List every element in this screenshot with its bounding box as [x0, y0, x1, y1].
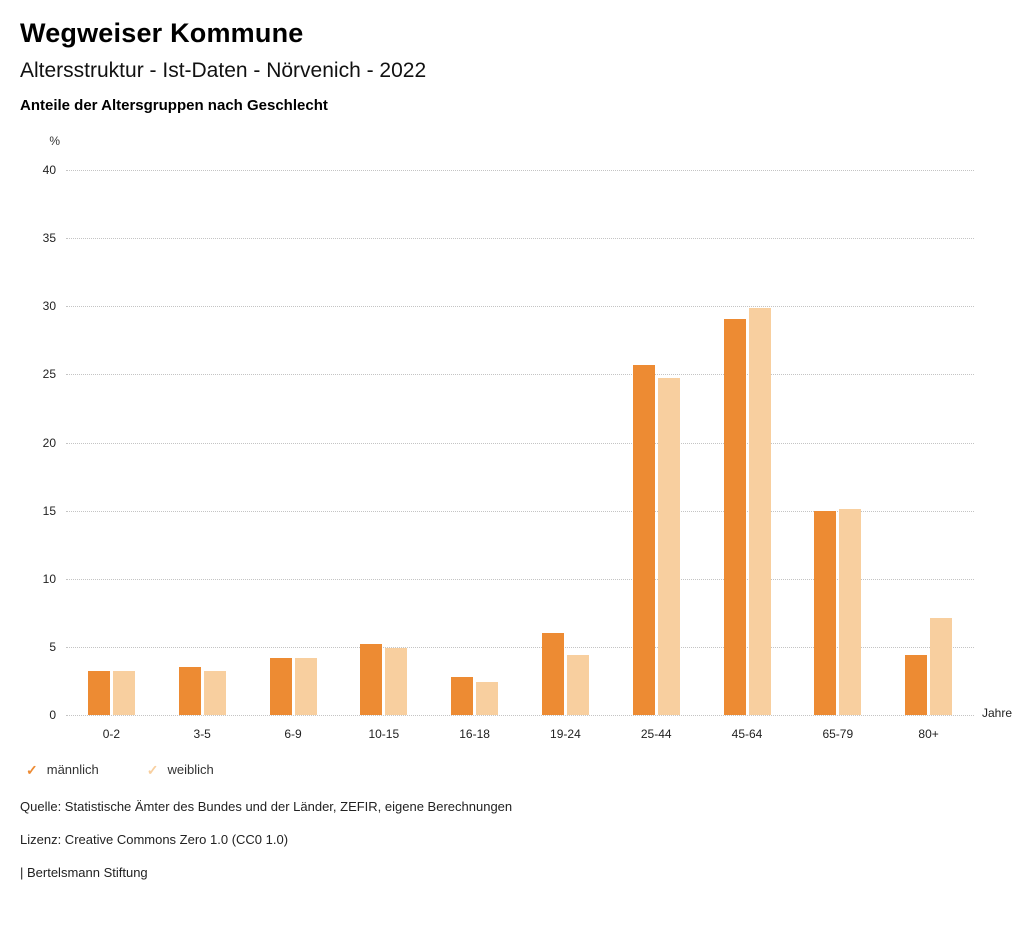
header: Wegweiser Kommune Altersstruktur - Ist-D… — [0, 0, 1024, 114]
bar-männlich-0-2[interactable] — [87, 671, 110, 715]
bar-weiblich-16-18[interactable] — [476, 682, 499, 715]
y-tick-label-25: 25 — [42, 367, 56, 382]
bar-männlich-10-15[interactable] — [360, 644, 383, 715]
bar-weiblich-19-24[interactable] — [566, 655, 589, 715]
bar-weiblich-45-64[interactable] — [748, 307, 771, 715]
y-tick-label-15: 15 — [42, 503, 56, 518]
x-tick-label-0-2: 0-2 — [102, 727, 121, 741]
x-tick-label-80+: 80+ — [918, 727, 939, 741]
bar-weiblich-25-44[interactable] — [657, 378, 680, 715]
chart-legend: ✓ männlich ✓ weiblich — [26, 762, 1024, 777]
gridline-20 — [66, 442, 974, 444]
bar-männlich-6-9[interactable] — [269, 657, 292, 715]
gridline-5 — [66, 646, 974, 648]
brand-title: Wegweiser Kommune — [20, 18, 304, 48]
gridline-25 — [66, 374, 974, 376]
bar-männlich-65-79[interactable] — [814, 510, 837, 715]
x-tick-label-65-79: 65-79 — [822, 727, 854, 741]
bar-weiblich-10-15[interactable] — [385, 648, 408, 715]
gridline-10 — [66, 578, 974, 580]
license-text: Lizenz: Creative Commons Zero 1.0 (CC0 1… — [20, 832, 289, 847]
check-icon: ✓ — [26, 761, 38, 778]
bar-weiblich-80+[interactable] — [930, 618, 953, 715]
legend-label-männlich: männlich — [46, 762, 99, 777]
bar-männlich-3-5[interactable] — [178, 667, 201, 715]
gridline-15 — [66, 510, 974, 512]
gridline-30 — [66, 306, 974, 308]
y-tick-label-0: 0 — [49, 708, 56, 722]
x-tick-label-45-64: 45-64 — [731, 727, 763, 741]
y-tick-label-35: 35 — [42, 231, 56, 246]
x-axis-unit-label: Jahre — [982, 706, 1013, 720]
gridline-40 — [66, 170, 974, 171]
bar-weiblich-65-79[interactable] — [839, 509, 862, 715]
bar-weiblich-6-9[interactable] — [294, 657, 317, 715]
legend-label-weiblich: weiblich — [167, 762, 214, 777]
x-tick-label-3-5: 3-5 — [193, 727, 211, 741]
y-tick-label-30: 30 — [42, 299, 56, 314]
x-tick-label-6-9: 6-9 — [284, 727, 302, 741]
y-tick-label-20: 20 — [42, 435, 56, 450]
y-axis-unit-label: % — [49, 134, 60, 148]
x-tick-label-10-15: 10-15 — [368, 727, 400, 741]
chart-subtitle: Anteile der Altersgruppen nach Geschlech… — [20, 97, 328, 114]
page-title: Altersstruktur - Ist-Daten - Nörvenich -… — [20, 59, 427, 82]
bar-weiblich-3-5[interactable] — [203, 671, 226, 715]
gridline-35 — [66, 238, 974, 240]
x-tick-label-16-18: 16-18 — [459, 727, 490, 741]
bar-männlich-45-64[interactable] — [723, 318, 746, 715]
x-tick-label-19-24: 19-24 — [550, 727, 581, 741]
legend-item-männlich[interactable]: ✓ männlich — [26, 762, 99, 777]
bar-männlich-80+[interactable] — [905, 655, 928, 715]
bar-weiblich-0-2[interactable] — [112, 671, 135, 715]
y-tick-label-40: 40 — [42, 163, 56, 177]
gridline-0 — [66, 715, 974, 716]
bar-männlich-25-44[interactable] — [632, 364, 655, 715]
y-tick-label-10: 10 — [42, 571, 56, 586]
legend-item-weiblich[interactable]: ✓ weiblich — [147, 762, 214, 777]
check-icon: ✓ — [146, 761, 159, 778]
bar-männlich-19-24[interactable] — [541, 633, 564, 715]
bar-chart: % Jahre 0 5 10 15 20 25 30 35 40 0-2 3-5 6-9 10-15 16… — [20, 128, 1012, 756]
source-text: Quelle: Statistische Ämter des Bundes un… — [20, 799, 513, 814]
x-tick-label-25-44: 25-44 — [640, 727, 672, 741]
y-tick-label-5: 5 — [49, 639, 56, 654]
footer: Quelle: Statistische Ämter des Bundes un… — [20, 799, 1024, 880]
attribution-text: | Bertelsmann Stiftung — [20, 865, 148, 880]
bar-männlich-16-18[interactable] — [451, 676, 474, 715]
